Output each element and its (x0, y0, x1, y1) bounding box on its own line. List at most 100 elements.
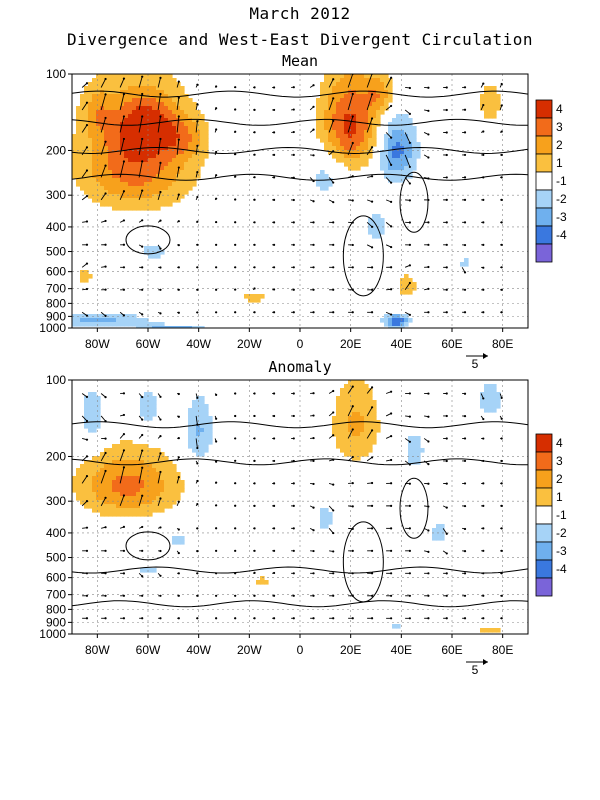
wind-vector-head (312, 84, 315, 87)
colorbar-swatch (535, 153, 553, 173)
shade-cell (100, 90, 105, 95)
shade-cell (136, 178, 141, 183)
shade-cell (112, 130, 117, 135)
shade-cell (128, 512, 133, 517)
shade-cell (116, 170, 121, 175)
wind-vector-head (463, 392, 467, 395)
shade-cell (132, 468, 137, 473)
shade-cell (124, 170, 129, 175)
shade-cell (112, 146, 117, 151)
shade-cell (104, 94, 109, 99)
wind-vector-head (427, 482, 430, 485)
shade-cell (144, 150, 149, 155)
shade-cell (256, 580, 261, 585)
shade-cell (88, 150, 93, 155)
shade-cell (372, 400, 377, 405)
shade-cell (400, 278, 405, 283)
shade-cell (160, 186, 165, 191)
shade-cell (344, 134, 349, 139)
wind-vector-head (427, 550, 430, 553)
shade-cell (168, 142, 173, 147)
shade-cell (336, 98, 341, 103)
shade-cell (400, 290, 405, 295)
shade-cell (124, 154, 129, 159)
shade-cell (180, 186, 185, 191)
shade-cell (84, 504, 89, 509)
contour-lines (72, 421, 528, 608)
shade-cell (140, 162, 145, 167)
shade-cell (204, 444, 209, 449)
shade-cell (148, 496, 153, 501)
shade-cell (188, 428, 193, 433)
y-tick-label: 600 (46, 265, 66, 279)
wind-vector-head (122, 190, 126, 193)
shade-cell (128, 146, 133, 151)
shade-cell (140, 166, 145, 171)
wind-vector-head (215, 243, 218, 246)
shade-cell (132, 186, 137, 191)
shade-cell (112, 134, 117, 139)
colorbar-swatch (535, 559, 553, 579)
wind-vector-head (253, 131, 256, 134)
shade-cell (132, 166, 137, 171)
wind-vector-head (463, 594, 467, 597)
wind-vector-head (177, 244, 180, 247)
wind-vector-head (463, 243, 467, 247)
shade-cell (336, 142, 341, 147)
shade-cell (132, 74, 137, 79)
wind-vector-head (370, 311, 374, 314)
wind-vector-head (332, 243, 335, 246)
shade-cell (340, 424, 345, 429)
shade-cell (76, 158, 81, 163)
shade-cell (108, 142, 113, 147)
shade-cell (128, 98, 133, 103)
shade-cell (84, 278, 89, 283)
shade-cell (100, 488, 105, 493)
wind-vector-head (85, 220, 89, 223)
shade-cell (152, 162, 157, 167)
shade-cell (188, 118, 193, 123)
wind-vector-head (500, 504, 503, 507)
wind-vector-head (215, 527, 218, 530)
shade-cell (144, 448, 149, 453)
shade-cell (364, 412, 369, 417)
shade-cell (372, 440, 377, 445)
shade-cell (172, 476, 177, 481)
shade-cell (108, 186, 113, 191)
shade-cell (356, 102, 361, 107)
shade-cell (120, 150, 125, 155)
y-tick-label: 100 (46, 67, 66, 81)
shade-cell (180, 138, 185, 143)
wind-vector-head (292, 266, 295, 269)
shade-cell (100, 512, 105, 517)
shade-cell (124, 102, 129, 107)
wind-vector-head (272, 594, 276, 597)
shade-cell (368, 222, 373, 227)
shade-cell (188, 158, 193, 163)
shade-cell (156, 464, 161, 469)
shade-cell (128, 476, 133, 481)
shade-cell (180, 146, 185, 151)
shade-cell (88, 314, 93, 319)
shade-cell (144, 250, 149, 255)
shade-cell (408, 126, 413, 131)
shade-cell (376, 82, 381, 87)
wind-vector-head (104, 93, 107, 96)
shade-cell (108, 480, 113, 485)
shade-cell (72, 170, 77, 175)
shade-cell (148, 460, 153, 465)
shade-cell (144, 318, 149, 323)
shade-cell (484, 392, 489, 397)
shade-cell (144, 472, 149, 477)
wind-vector-head (104, 140, 107, 143)
shade-cell (408, 318, 413, 323)
shade-cell (160, 142, 165, 147)
wind-vector-head (177, 617, 180, 620)
wind-vector-head (312, 482, 315, 486)
shade-cell (96, 90, 101, 95)
wind-vector-head (85, 314, 89, 317)
wind-vector-head (370, 266, 374, 269)
shade-cell (96, 464, 101, 469)
shade-cell (96, 190, 101, 195)
shade-cell (136, 512, 141, 517)
